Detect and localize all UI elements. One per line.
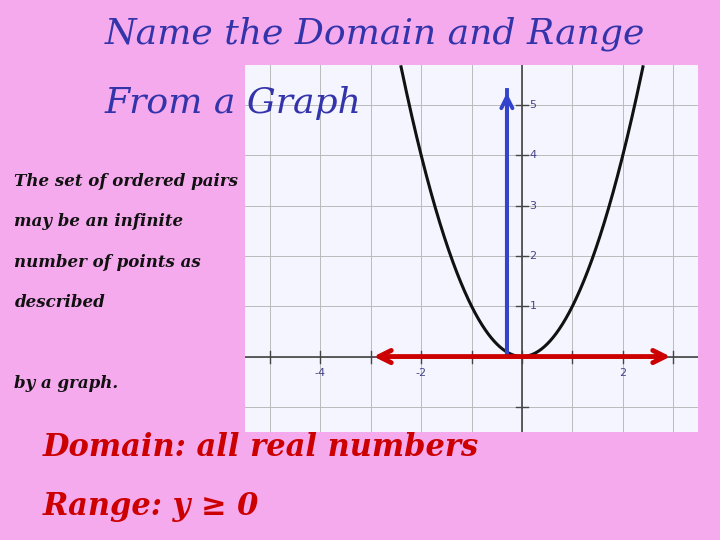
Text: From a Graph: From a Graph bbox=[104, 86, 361, 120]
Text: may be an infinite: may be an infinite bbox=[14, 213, 184, 230]
Text: 2: 2 bbox=[529, 251, 536, 261]
Text: 3: 3 bbox=[529, 201, 536, 211]
Text: number of points as: number of points as bbox=[14, 254, 201, 271]
Text: 5: 5 bbox=[529, 100, 536, 110]
Text: 1: 1 bbox=[529, 301, 536, 311]
Text: 2: 2 bbox=[619, 368, 626, 377]
Text: described: described bbox=[14, 294, 105, 311]
Text: by a graph.: by a graph. bbox=[14, 375, 119, 392]
Text: Name the Domain and Range: Name the Domain and Range bbox=[104, 16, 645, 51]
Text: 4: 4 bbox=[529, 150, 536, 160]
Text: -2: -2 bbox=[415, 368, 427, 377]
Text: The set of ordered pairs: The set of ordered pairs bbox=[14, 173, 238, 190]
Text: Range: y ≥ 0: Range: y ≥ 0 bbox=[43, 491, 260, 522]
Text: Domain: all real numbers: Domain: all real numbers bbox=[43, 432, 480, 463]
Text: -4: -4 bbox=[315, 368, 326, 377]
